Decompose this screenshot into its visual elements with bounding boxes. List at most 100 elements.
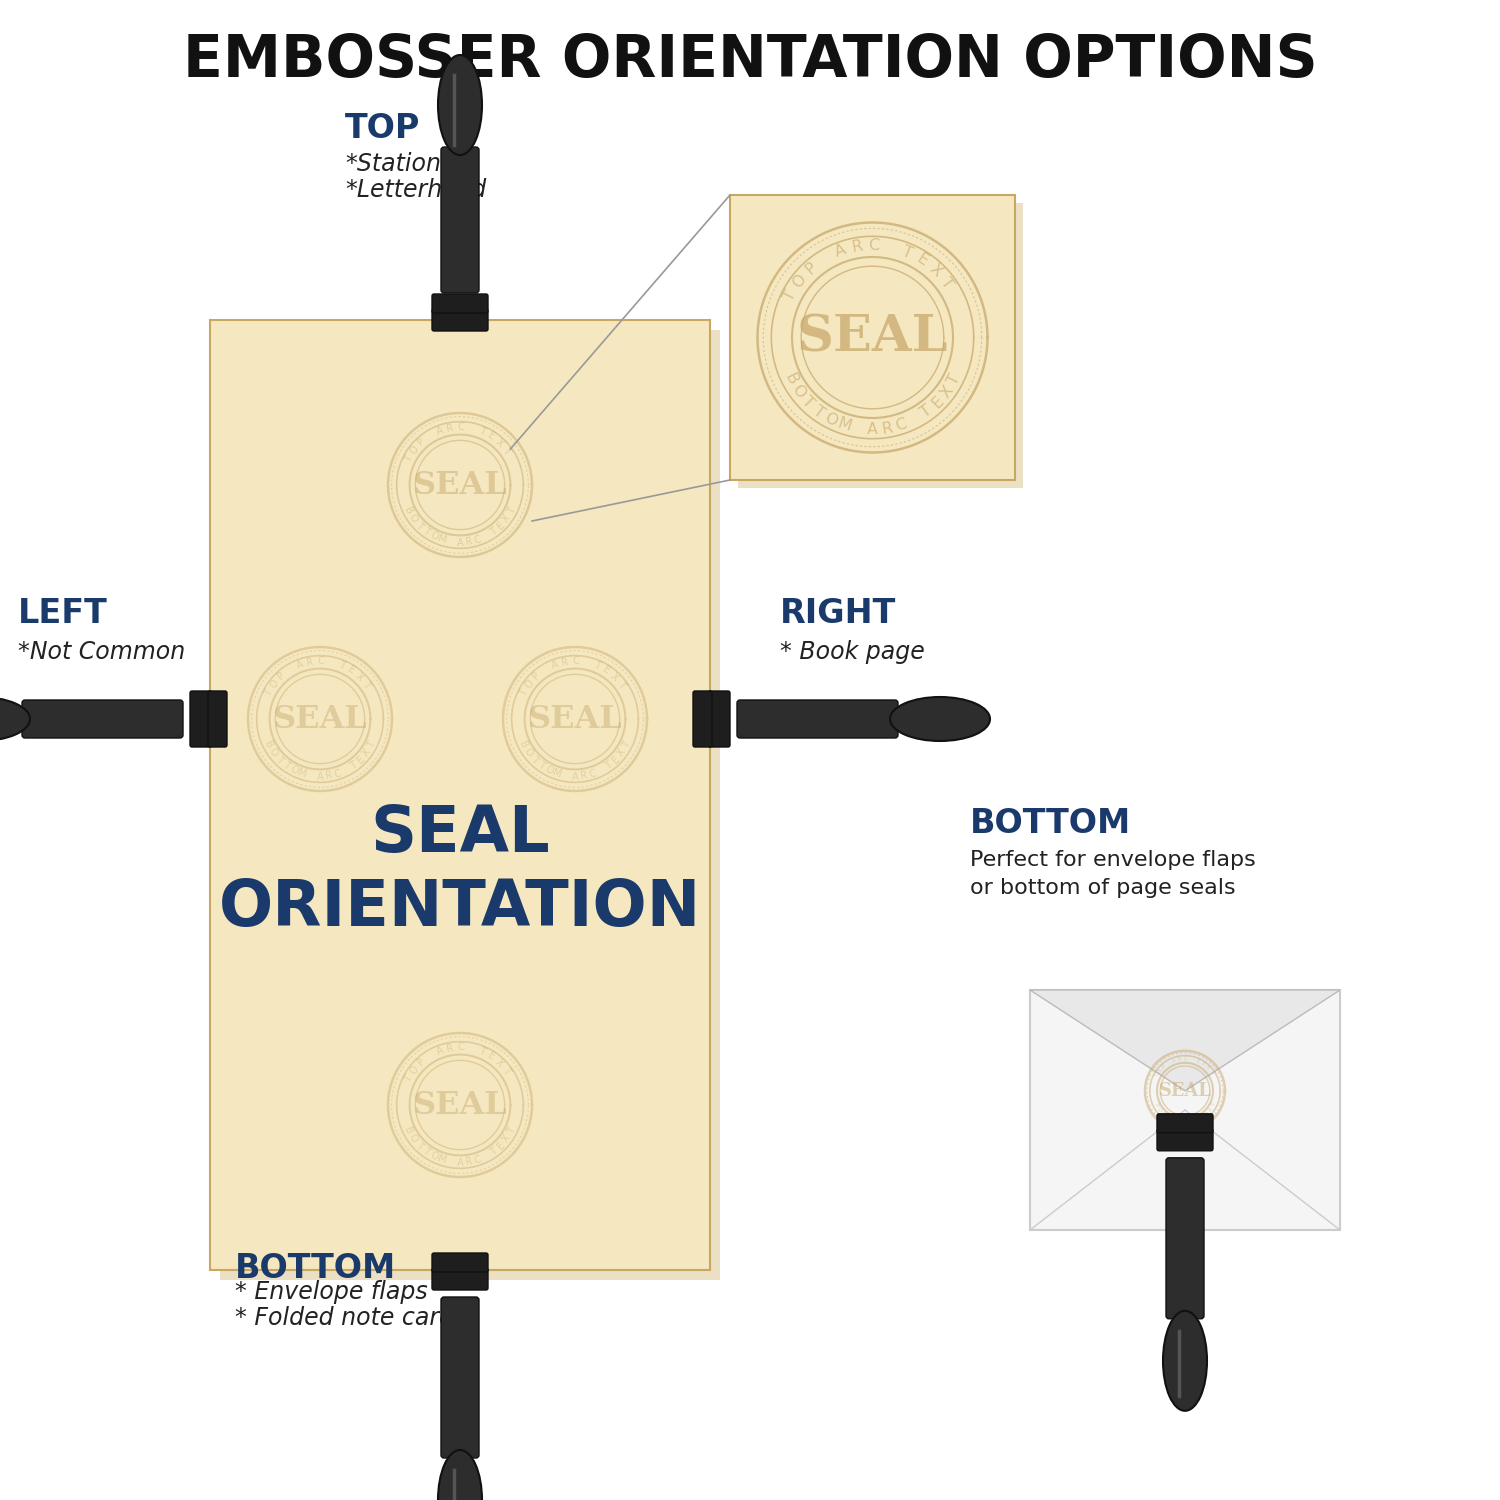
Text: C: C <box>868 238 879 254</box>
Text: O: O <box>427 1150 439 1162</box>
Text: C: C <box>333 768 342 780</box>
Text: E: E <box>610 754 621 765</box>
Text: T: T <box>528 754 540 765</box>
Text: or bottom of page seals: or bottom of page seals <box>970 878 1236 898</box>
Text: T: T <box>621 740 632 750</box>
Text: R: R <box>561 657 570 668</box>
Text: X: X <box>927 261 945 280</box>
Text: O: O <box>1156 1107 1162 1113</box>
Text: R: R <box>850 238 864 255</box>
Text: P: P <box>531 670 542 681</box>
Text: A: A <box>833 243 848 260</box>
Text: O: O <box>789 382 808 400</box>
Text: E: E <box>1204 1110 1210 1116</box>
Text: SEAL: SEAL <box>273 704 368 735</box>
Text: T: T <box>489 1146 500 1158</box>
Text: R: R <box>446 423 454 433</box>
Text: O: O <box>267 747 279 759</box>
Text: A: A <box>867 422 877 436</box>
Text: O: O <box>543 764 555 777</box>
Text: * Envelope flaps: * Envelope flaps <box>236 1280 428 1304</box>
FancyBboxPatch shape <box>1030 990 1340 1230</box>
Text: X: X <box>938 382 956 400</box>
Text: T: T <box>1160 1110 1166 1116</box>
FancyBboxPatch shape <box>432 309 488 332</box>
Text: T: T <box>616 680 627 690</box>
Text: X: X <box>494 1058 506 1070</box>
Text: T: T <box>273 754 285 765</box>
Text: T: T <box>414 1140 424 1152</box>
Text: E: E <box>914 251 930 268</box>
Text: P: P <box>276 670 286 681</box>
Text: SEAL: SEAL <box>413 470 507 501</box>
Text: E: E <box>346 664 357 676</box>
Text: R: R <box>465 1156 472 1167</box>
Text: R: R <box>580 771 588 782</box>
Text: T: T <box>422 1146 432 1158</box>
Text: R: R <box>1178 1056 1182 1062</box>
Text: O: O <box>790 272 810 291</box>
Text: P: P <box>416 436 428 447</box>
Text: T: T <box>1210 1102 1216 1108</box>
Text: T: T <box>501 446 513 456</box>
Text: BOTTOM: BOTTOM <box>970 807 1131 840</box>
Text: EMBOSSER ORIENTATION OPTIONS: EMBOSSER ORIENTATION OPTIONS <box>183 32 1317 88</box>
Polygon shape <box>1030 990 1340 1090</box>
Text: A: A <box>456 537 464 548</box>
Text: LEFT: LEFT <box>18 597 108 630</box>
FancyBboxPatch shape <box>730 195 1016 480</box>
FancyBboxPatch shape <box>1156 1130 1214 1150</box>
Text: M: M <box>436 534 448 546</box>
Ellipse shape <box>890 698 990 741</box>
Text: B: B <box>518 740 530 750</box>
Text: B: B <box>262 740 274 750</box>
Text: T: T <box>603 760 613 771</box>
Text: T: T <box>366 740 376 750</box>
Text: T: T <box>798 394 816 411</box>
Text: C: C <box>573 657 579 666</box>
Text: A: A <box>1184 1120 1186 1125</box>
Text: A: A <box>1172 1058 1176 1064</box>
Text: SEAL: SEAL <box>796 314 948 362</box>
Text: T: T <box>404 454 414 464</box>
Text: O: O <box>288 764 300 777</box>
Text: O: O <box>822 410 840 429</box>
Text: T: T <box>362 680 372 690</box>
Text: X: X <box>1204 1065 1210 1071</box>
FancyBboxPatch shape <box>441 1298 479 1458</box>
Text: R: R <box>880 420 894 436</box>
Text: E: E <box>602 664 612 676</box>
Text: O: O <box>408 1064 420 1076</box>
Text: M: M <box>297 768 307 780</box>
Text: T: T <box>506 506 518 516</box>
Text: X: X <box>501 513 513 525</box>
Ellipse shape <box>1162 1311 1208 1412</box>
Text: C: C <box>1184 1056 1188 1062</box>
FancyBboxPatch shape <box>736 700 898 738</box>
FancyBboxPatch shape <box>209 692 226 747</box>
Text: C: C <box>472 1154 483 1166</box>
Text: T: T <box>506 1126 518 1136</box>
FancyBboxPatch shape <box>1166 1158 1204 1318</box>
FancyBboxPatch shape <box>220 330 720 1280</box>
Text: C: C <box>472 534 483 546</box>
Text: T: T <box>477 426 486 438</box>
Text: *Stationery: *Stationery <box>345 152 480 176</box>
Text: T: T <box>1164 1113 1168 1119</box>
Text: C: C <box>1192 1119 1197 1124</box>
FancyBboxPatch shape <box>210 320 710 1270</box>
Text: C: C <box>894 416 909 434</box>
Text: O: O <box>1156 1068 1162 1074</box>
Text: B: B <box>402 1126 414 1137</box>
Text: X: X <box>494 436 506 448</box>
Text: T: T <box>489 526 500 537</box>
Text: A: A <box>296 658 304 670</box>
FancyBboxPatch shape <box>22 700 183 738</box>
Ellipse shape <box>438 1450 482 1500</box>
Text: A: A <box>572 771 579 782</box>
Text: SEAL
ORIENTATION: SEAL ORIENTATION <box>219 802 701 939</box>
Text: E: E <box>356 754 366 765</box>
Text: X: X <box>615 747 627 759</box>
Text: C: C <box>458 423 465 432</box>
Text: O: O <box>408 444 420 456</box>
